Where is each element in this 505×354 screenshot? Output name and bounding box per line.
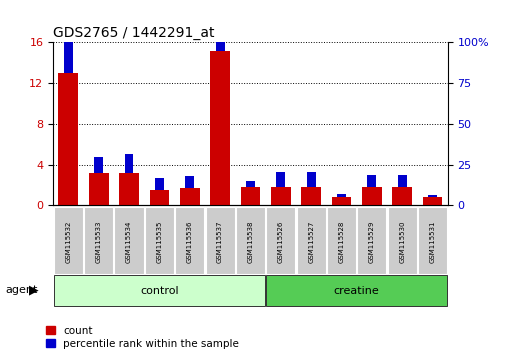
FancyBboxPatch shape [235, 207, 265, 274]
FancyBboxPatch shape [417, 207, 446, 274]
Text: agent: agent [5, 285, 37, 295]
Bar [392, 187, 412, 205]
Text: GDS2765 / 1442291_at: GDS2765 / 1442291_at [53, 26, 214, 40]
FancyBboxPatch shape [54, 207, 83, 274]
Bar [271, 187, 290, 205]
Bar [59, 73, 78, 205]
FancyBboxPatch shape [326, 207, 356, 274]
FancyBboxPatch shape [84, 207, 113, 274]
FancyBboxPatch shape [175, 207, 204, 274]
Bar [210, 51, 230, 205]
FancyBboxPatch shape [266, 275, 446, 306]
Text: GSM115526: GSM115526 [277, 221, 283, 263]
Text: control: control [140, 286, 178, 296]
Text: GSM115532: GSM115532 [65, 221, 71, 263]
Bar [367, 175, 376, 187]
Text: creatine: creatine [333, 286, 379, 296]
Text: GSM115529: GSM115529 [368, 221, 374, 263]
Text: GSM115527: GSM115527 [308, 221, 314, 263]
Text: GSM115538: GSM115538 [247, 221, 253, 263]
Bar [215, 10, 224, 51]
FancyBboxPatch shape [205, 207, 234, 274]
Bar [240, 187, 260, 205]
Bar [306, 172, 315, 187]
Bar [427, 195, 436, 197]
Bar [149, 190, 169, 205]
FancyBboxPatch shape [114, 207, 143, 274]
Bar [422, 197, 442, 205]
Bar [64, 32, 73, 73]
Legend: count, percentile rank within the sample: count, percentile rank within the sample [45, 326, 239, 349]
FancyBboxPatch shape [357, 207, 386, 274]
Bar [397, 175, 406, 187]
Bar [331, 197, 351, 205]
FancyBboxPatch shape [387, 207, 416, 274]
Text: GSM115530: GSM115530 [398, 221, 405, 263]
Bar [362, 187, 381, 205]
Bar [245, 181, 255, 187]
FancyBboxPatch shape [54, 275, 265, 306]
Bar [276, 172, 285, 187]
FancyBboxPatch shape [266, 207, 295, 274]
Text: GSM115536: GSM115536 [186, 221, 192, 263]
Bar [155, 178, 164, 190]
FancyBboxPatch shape [144, 207, 174, 274]
Text: GSM115533: GSM115533 [95, 221, 102, 263]
Bar [301, 187, 321, 205]
Bar [119, 173, 139, 205]
Text: GSM115528: GSM115528 [338, 221, 344, 263]
Bar [336, 194, 345, 197]
Text: GSM115535: GSM115535 [156, 221, 162, 263]
Text: GSM115534: GSM115534 [126, 221, 132, 263]
Text: GSM115537: GSM115537 [217, 221, 223, 263]
Bar [94, 158, 103, 173]
Bar [185, 176, 194, 188]
Text: ▶: ▶ [29, 284, 39, 297]
FancyBboxPatch shape [296, 207, 325, 274]
Bar [124, 154, 133, 173]
Bar [180, 188, 199, 205]
Bar [89, 173, 109, 205]
Text: GSM115531: GSM115531 [429, 221, 435, 263]
